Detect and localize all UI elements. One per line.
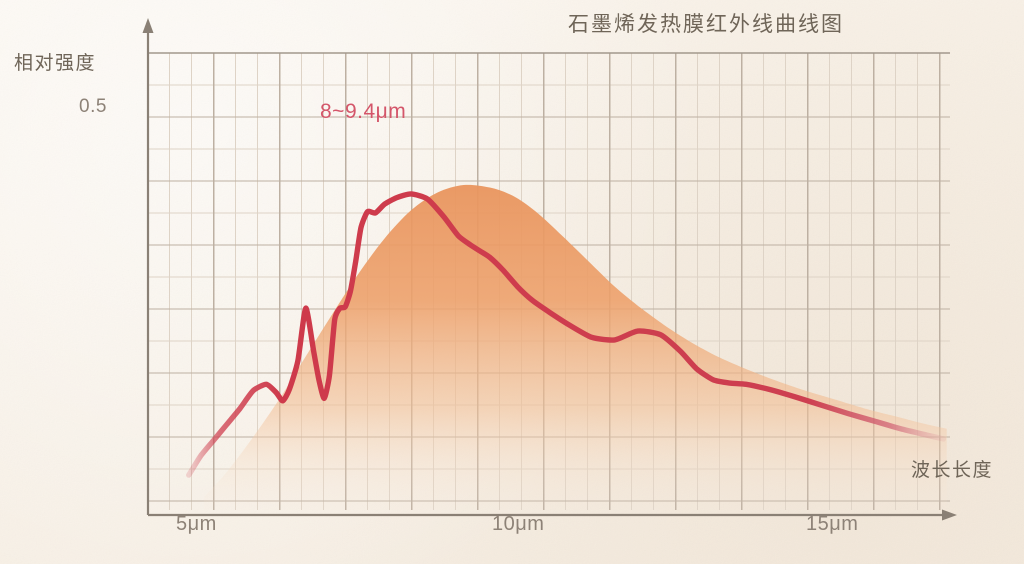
x-axis-tick-label-10um: 10μm [492,513,545,535]
y-axis-title: 相对强度 [14,53,97,74]
ideal-curve-area [203,184,947,510]
x-axis-arrowhead [942,509,957,521]
chart-title: 石墨烯发热膜红外线曲线图 [568,13,844,36]
emission-curve-line [186,191,947,478]
axes [146,28,946,517]
x-axis-title: 波长长度 [911,460,994,481]
y-axis-tick-label: 0.5 [79,96,107,117]
peak-band-annotation: 8~9.4μm [320,100,407,123]
y-axis-arrowhead [142,18,154,33]
x-axis-tick-label-15um: 15μm [806,513,859,535]
x-axis-tick-label-5um: 5μm [176,513,217,535]
